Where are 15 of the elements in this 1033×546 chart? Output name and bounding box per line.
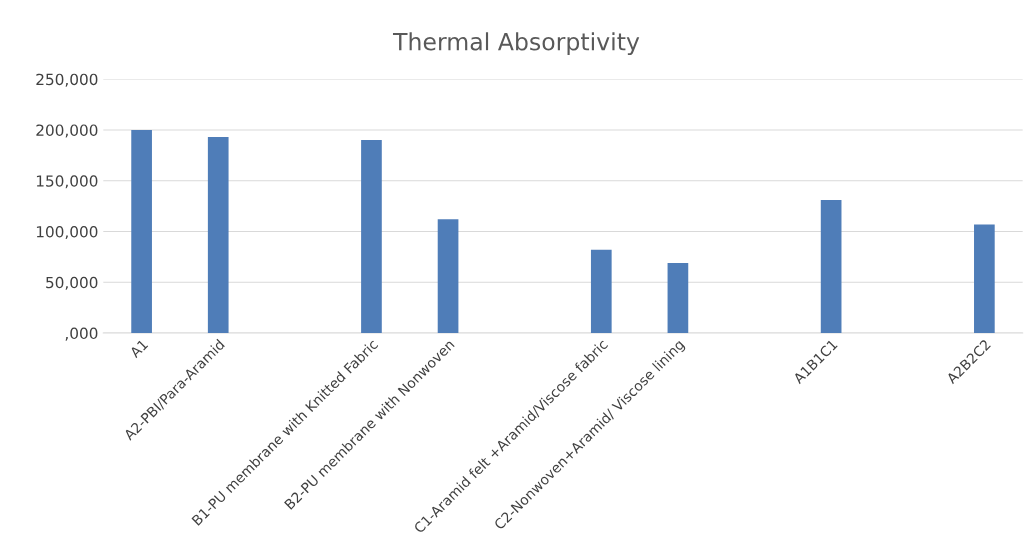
bar [590,249,612,334]
y-tick-label: ,000 [65,327,98,341]
bar [131,129,152,334]
y-tick-label: 100,000 [36,225,98,240]
bar [667,262,689,334]
bar [207,137,229,334]
y-tick-label: 50,000 [46,276,98,290]
y-tick-label: 250,000 [36,73,98,87]
bar [820,200,842,334]
y-tick-label: 150,000 [36,175,98,189]
chart-title: Thermal Absorptivity [392,32,640,56]
bar [437,219,459,334]
bar [974,224,995,334]
bar [361,140,382,334]
y-tick-label: 200,000 [36,124,98,138]
